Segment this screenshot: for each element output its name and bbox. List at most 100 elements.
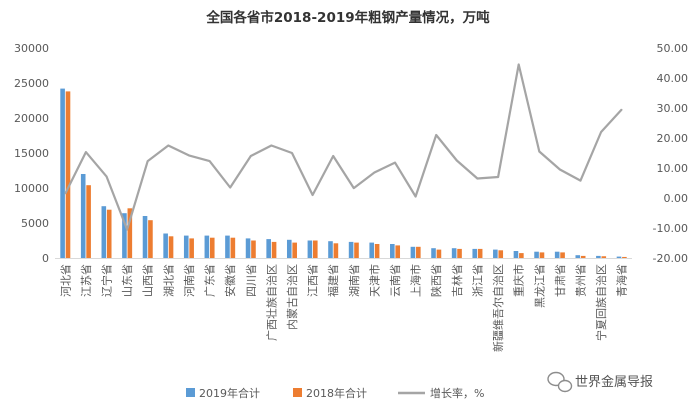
x-tick-label: 广东省 — [204, 264, 217, 297]
growth-point-5 — [146, 160, 149, 162]
bar-2018-11 — [271, 241, 277, 258]
bar-2019-22 — [493, 249, 498, 258]
y-right-tick-label: 30.00 — [657, 102, 689, 115]
bar-2018-16 — [374, 244, 380, 258]
x-tick-label: 重庆市 — [512, 264, 526, 297]
bar-2018-22 — [498, 250, 504, 258]
bar-2018-24 — [539, 252, 545, 258]
wechat-icon — [547, 371, 565, 387]
x-tick-label: 四川省 — [245, 264, 258, 297]
bar-2019-20 — [451, 248, 457, 258]
bar-2018-13 — [312, 240, 318, 258]
growth-point-15 — [353, 187, 355, 189]
growth-point-2 — [85, 151, 87, 153]
x-tick-label: 辽宁省 — [100, 264, 114, 297]
x-tick-label: 湖北省 — [162, 264, 175, 297]
x-tick-label: 广西壮族自治区 — [264, 264, 278, 341]
growth-point-3 — [105, 175, 108, 178]
legend-label-growth: 增长率，% — [430, 386, 484, 400]
y-left-tick-label: 15000 — [14, 147, 49, 160]
x-tick-label: 河南省 — [183, 264, 196, 297]
bar-2018-4 — [127, 208, 133, 258]
growth-point-19 — [435, 134, 438, 136]
bar-2019-3 — [101, 206, 107, 258]
bar-2018-28 — [622, 256, 627, 258]
bar-2019-27 — [596, 255, 601, 258]
y-left-tick-label: 10000 — [14, 182, 49, 195]
growth-point-23 — [517, 63, 520, 66]
bar-2019-18 — [410, 246, 416, 258]
growth-point-4 — [126, 228, 128, 231]
bar-2018-15 — [354, 242, 359, 258]
y-right-tick-label: 50.00 — [657, 42, 689, 55]
bar-2018-8 — [209, 237, 215, 258]
bar-2019-14 — [328, 241, 333, 258]
x-tick-label: 山西省 — [142, 264, 155, 297]
bar-2019-24 — [534, 251, 539, 258]
x-tick-label: 新疆维吾尔自治区 — [491, 264, 505, 352]
legend-swatch-2019 — [186, 388, 195, 397]
growth-point-12 — [291, 152, 293, 154]
bar-2018-12 — [292, 242, 297, 258]
bar-2018-19 — [436, 249, 442, 258]
y-left-tick-label: 20000 — [14, 112, 49, 125]
bar-2019-10 — [245, 238, 251, 258]
growth-point-18 — [414, 195, 417, 198]
y-right-tick-label: -20.00 — [653, 252, 688, 265]
bar-2018-27 — [601, 256, 607, 258]
x-tick-label: 江西省 — [307, 264, 320, 297]
bar-2018-5 — [148, 220, 153, 258]
x-tick-label: 陕西省 — [429, 264, 443, 297]
x-tick-label: 山东省 — [121, 264, 134, 297]
x-tick-label: 青海省 — [615, 264, 629, 297]
growth-point-17 — [394, 161, 396, 164]
bar-2019-11 — [266, 239, 271, 258]
growth-point-25 — [559, 168, 561, 171]
bar-2019-7 — [183, 235, 189, 258]
x-tick-label: 浙江省 — [471, 264, 484, 297]
bar-2018-21 — [477, 248, 483, 258]
y-right-tick-label: 10.00 — [657, 162, 689, 175]
x-tick-label: 内蒙古自治区 — [285, 264, 299, 330]
wechat-icon-bubble — [557, 379, 573, 393]
bar-2018-1 — [65, 91, 71, 259]
growth-point-24 — [538, 150, 541, 153]
bar-2018-3 — [106, 209, 112, 258]
bar-2019-16 — [369, 242, 375, 258]
x-tick-label: 黑龙江省 — [533, 264, 546, 308]
y-left-tick-label: 25000 — [14, 77, 49, 90]
bar-2019-26 — [575, 255, 581, 258]
bar-2018-10 — [251, 240, 256, 258]
bar-2019-19 — [431, 248, 436, 258]
bar-2019-23 — [513, 251, 519, 258]
x-tick-label: 湖南省 — [348, 264, 361, 297]
y-right-tick-label: 20.00 — [657, 132, 689, 145]
chart-title: 全国各省市2018-2019年粗钢产量情况，万吨 — [205, 9, 490, 26]
growth-point-10 — [249, 155, 252, 157]
bar-2019-13 — [307, 240, 313, 258]
x-tick-label: 河北省 — [59, 264, 72, 297]
x-tick-label: 上海市 — [409, 264, 423, 297]
growth-point-20 — [456, 159, 458, 162]
x-tick-label: 江苏省 — [80, 264, 93, 297]
bar-2019-17 — [390, 244, 395, 258]
x-tick-label: 安徽省 — [223, 264, 237, 297]
bar-2019-25 — [554, 251, 560, 258]
x-tick-label: 福建省 — [326, 264, 340, 297]
bar-2019-9 — [225, 235, 230, 258]
growth-point-26 — [579, 179, 582, 182]
watermark-text: 世界金属导报 — [575, 374, 653, 390]
bar-2019-1 — [60, 88, 65, 258]
bar-2019-28 — [616, 256, 622, 258]
bar-2018-14 — [333, 243, 339, 258]
bar-2018-26 — [580, 255, 586, 258]
bar-2019-15 — [348, 241, 354, 258]
bar-2018-9 — [230, 237, 236, 258]
growth-point-22 — [497, 176, 499, 178]
growth-point-13 — [311, 194, 314, 196]
x-tick-label: 宁夏回族自治区 — [594, 264, 608, 341]
growth-point-6 — [167, 144, 170, 147]
bar-2019-4 — [122, 213, 127, 258]
y-left-tick-label: 0 — [42, 252, 49, 265]
